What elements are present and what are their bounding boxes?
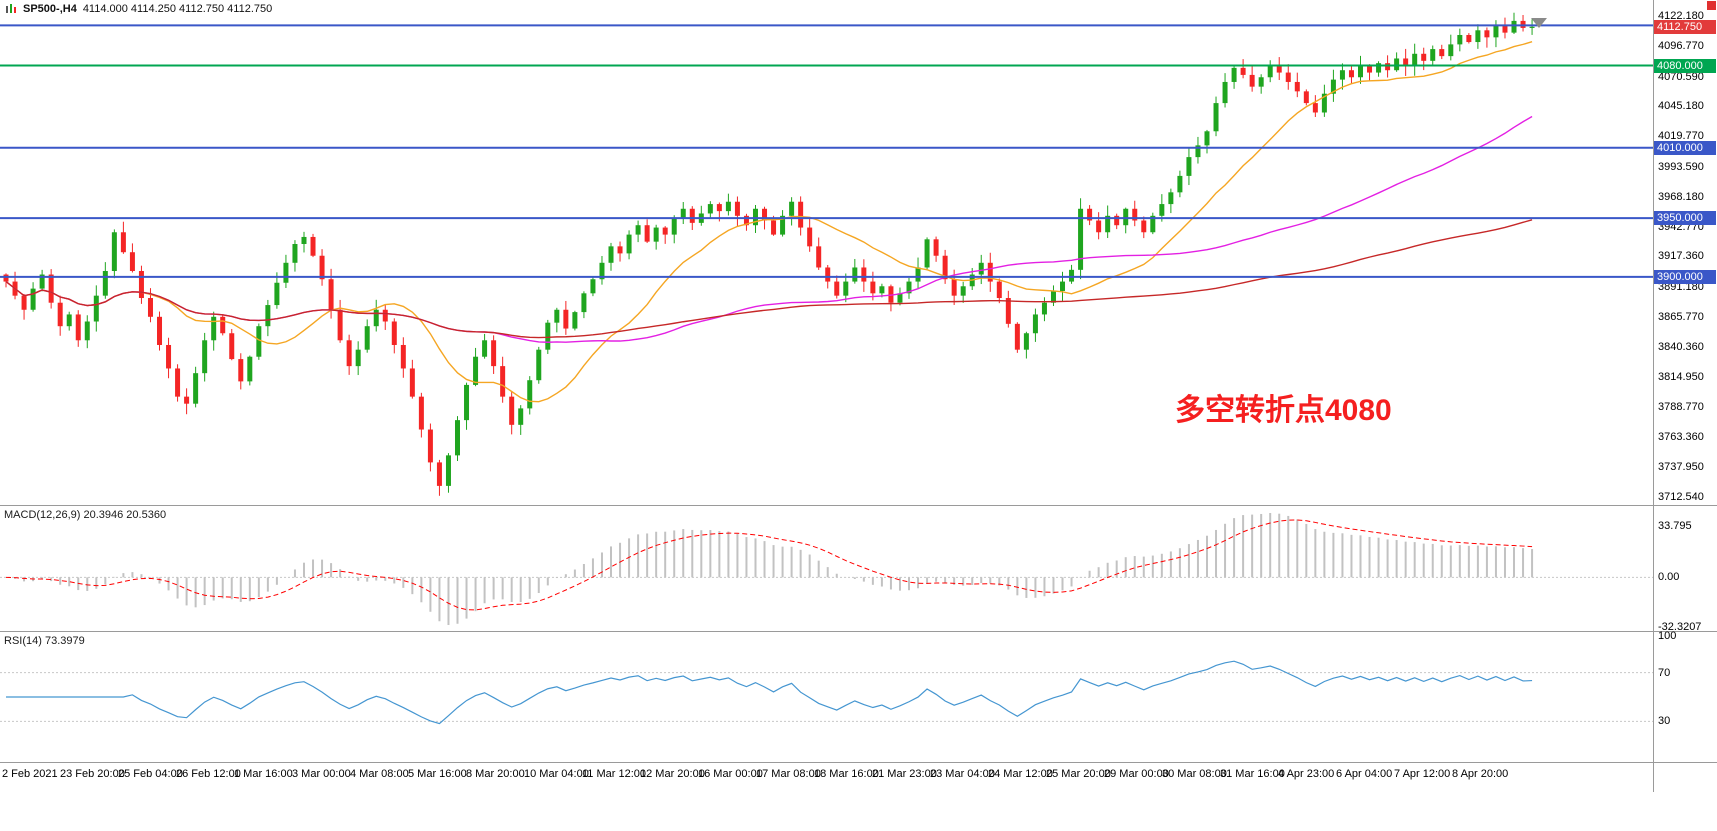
rsi-name: RSI(14) xyxy=(4,635,42,647)
price-tick-label: 3917.360 xyxy=(1658,250,1704,263)
time-label: 18 Mar 16:00 xyxy=(814,768,879,780)
rsi-line xyxy=(6,660,1533,725)
price-tick-label: 4070.590 xyxy=(1658,70,1704,83)
time-label: 29 Mar 00:00 xyxy=(1104,768,1169,780)
fast-ma-line xyxy=(5,40,1533,403)
macd-scale-bottom: -32.3207 xyxy=(1658,620,1702,633)
time-label: 4 Mar 08:00 xyxy=(350,768,409,780)
time-label: 8 Apr 20:00 xyxy=(1452,768,1509,780)
time-label: 5 Mar 16:00 xyxy=(408,768,467,780)
price-tick-label: 3737.950 xyxy=(1658,461,1704,474)
time-label: 26 Feb 12:00 xyxy=(176,768,241,780)
time-label: 31 Mar 16:00 xyxy=(1220,768,1285,780)
symbol-timeframe-label: SP500-,H4 xyxy=(23,3,77,15)
time-label: 17 Mar 08:00 xyxy=(756,768,821,780)
level-price-box: 4010.000 xyxy=(1654,140,1716,155)
time-label: 21 Mar 23:00 xyxy=(872,768,937,780)
price-tick-label: 3788.770 xyxy=(1658,401,1704,414)
price-tick-label: 3763.360 xyxy=(1658,431,1704,444)
time-label: 7 Apr 12:00 xyxy=(1394,768,1451,780)
price-tick-label: 3865.770 xyxy=(1658,311,1704,324)
price-tick-label: 4019.770 xyxy=(1658,130,1704,143)
level-price-box: 3900.000 xyxy=(1654,269,1716,284)
time-label: 8 Mar 20:00 xyxy=(466,768,525,780)
macd-indicator-label: MACD(12,26,9) 20.3946 20.5360 xyxy=(4,509,166,521)
chart-icon xyxy=(5,3,17,15)
rsi-scale-70: 70 xyxy=(1658,666,1671,679)
rsi-indicator-label: RSI(14) 73.3979 xyxy=(4,635,85,647)
annotation-text[interactable]: 多空转折点4080 xyxy=(1175,394,1392,427)
mid-ma-line xyxy=(5,115,1533,343)
macd-scale-top: 33.795 xyxy=(1658,519,1692,532)
time-label: 10 Mar 04:00 xyxy=(524,768,589,780)
price-tick-label: 4096.770 xyxy=(1658,39,1704,52)
macd-values: 20.3946 20.5360 xyxy=(83,509,167,521)
macd-histogram xyxy=(14,513,1534,625)
time-label: 3 Mar 00:00 xyxy=(292,768,351,780)
level-price-box: 3950.000 xyxy=(1654,211,1716,226)
price-tick-label: 4122.180 xyxy=(1658,9,1704,22)
price-tick-label: 3712.540 xyxy=(1658,490,1704,503)
time-label: 23 Mar 04:00 xyxy=(930,768,995,780)
time-axis[interactable]: 2 Feb 2021 23 Feb 20:00 25 Feb 04:00 26 Feb… xyxy=(0,762,1653,792)
time-label: 30 Mar 08:00 xyxy=(1162,768,1227,780)
macd-scale-zero: 0.00 xyxy=(1658,571,1680,584)
macd-name: MACD(12,26,9) xyxy=(4,509,81,521)
rsi-scale-100: 100 xyxy=(1658,630,1677,642)
price-tick-label: 3968.180 xyxy=(1658,190,1704,203)
price-tick-label: 3840.360 xyxy=(1658,340,1704,353)
price-tick-label: 3993.590 xyxy=(1658,160,1704,173)
chart-title: SP500-,H4 4114.000 4114.250 4112.750 411… xyxy=(5,3,272,15)
macd-signal-line xyxy=(5,519,1533,611)
ohlc-values: 4114.000 4114.250 4112.750 4112.750 xyxy=(82,3,273,15)
corner-marker xyxy=(1707,1,1716,10)
time-label: 12 Mar 20:00 xyxy=(640,768,705,780)
time-label: 1 Mar 16:00 xyxy=(234,768,293,780)
time-label: 23 Feb 20:00 xyxy=(60,768,125,780)
time-label: 25 Mar 20:00 xyxy=(1046,768,1111,780)
chart-shift-marker xyxy=(1531,18,1547,28)
last-price-box: 4112.750 xyxy=(1654,20,1716,35)
price-tick-label: 4045.180 xyxy=(1658,100,1704,113)
time-label: 2 Feb 2021 xyxy=(2,768,58,780)
price-scale[interactable]: 4122.180 4096.770 4070.590 4045.180 4019.770… xyxy=(1653,0,1717,792)
level-price-box: 4080.000 xyxy=(1654,58,1716,73)
slow-ma-line xyxy=(5,219,1533,339)
candles xyxy=(3,12,1535,496)
rsi-scale-30: 30 xyxy=(1658,715,1671,728)
rsi-value: 73.3979 xyxy=(44,635,85,647)
time-label: 4 Apr 23:00 xyxy=(1278,768,1335,780)
time-label: 6 Apr 04:00 xyxy=(1336,768,1393,780)
price-tick-label: 3814.950 xyxy=(1658,370,1704,383)
time-label: 11 Mar 12:00 xyxy=(582,768,647,780)
time-label: 24 Mar 12:00 xyxy=(988,768,1053,780)
time-label: 16 Mar 00:00 xyxy=(698,768,763,780)
price-tick-label: 3891.180 xyxy=(1658,281,1704,294)
time-label: 25 Feb 04:00 xyxy=(118,768,183,780)
